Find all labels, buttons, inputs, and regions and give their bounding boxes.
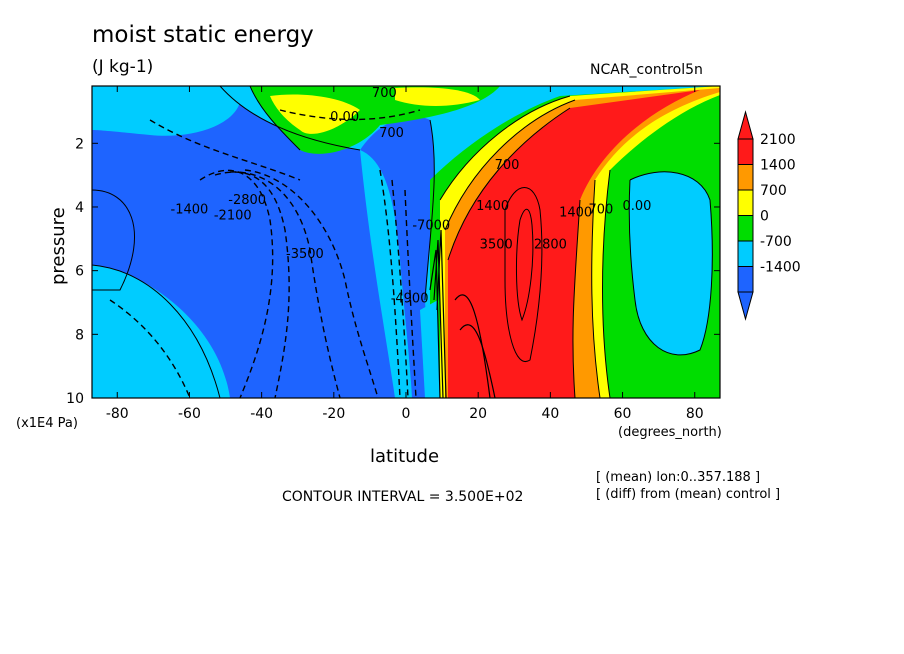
colorbar: 2100 1400 700 0 -700 -1400 (737, 110, 801, 321)
colorbar-label: 0 (760, 209, 769, 225)
contour-label: 2800 (534, 237, 567, 252)
contour-label: -4900 (391, 291, 429, 306)
colorbar-segment (737, 240, 754, 267)
contour-label: 0.00 (330, 110, 359, 125)
chart-title: moist static energy (92, 22, 314, 48)
contour-label: 700 (379, 126, 404, 141)
contour-label: 1400 (476, 199, 509, 214)
colorbar-label: 1400 (760, 158, 796, 174)
y-tick-label: 6 (75, 264, 84, 280)
x-tick-label: -20 (322, 406, 345, 422)
x-tick-label: -60 (178, 406, 201, 422)
x-axis: -80 -60 -40 -20 0 20 40 60 80 (106, 86, 704, 422)
diff-note: [ (diff) from (mean) control ] (596, 487, 781, 502)
contour-label: -2800 (228, 193, 266, 208)
colorbar-segment (737, 215, 754, 242)
colorbar-label: -700 (760, 234, 792, 250)
x-axis-units: (degrees_north) (618, 425, 722, 440)
contour-label: -7000 (412, 218, 450, 233)
x-tick-label: -80 (106, 406, 129, 422)
x-tick-label: 40 (541, 406, 559, 422)
contour-label: 700 (495, 158, 520, 173)
x-tick-label: 20 (469, 406, 487, 422)
y-tick-label: 8 (75, 327, 84, 343)
contour-fill (92, 86, 720, 398)
contour-label: -2100 (214, 209, 252, 224)
colorbar-segment (737, 266, 754, 293)
contour-label: -3500 (286, 247, 324, 262)
contour-label: -1400 (171, 202, 209, 217)
chart-units: (J kg-1) (92, 57, 154, 77)
contour-label: 0.00 (623, 199, 652, 214)
colorbar-segment (737, 164, 754, 191)
x-axis-label: latitude (370, 446, 440, 467)
colorbar-arrow-bottom (737, 291, 754, 321)
x-tick-label: -40 (250, 406, 273, 422)
y-tick-label: 10 (66, 391, 84, 407)
contour-label: 3500 (480, 237, 513, 252)
y-axis-label: pressure (48, 207, 69, 285)
y-tick-label: 4 (75, 200, 84, 216)
contour-label: 1400 (559, 206, 592, 221)
contour-interval: CONTOUR INTERVAL = 3.500E+02 (282, 489, 524, 505)
contour-labels: 700 0.00 700 -1400 -2100-2800 -3500 -7000 -4900… (171, 86, 652, 306)
contour-label: 700 (588, 202, 613, 217)
mean-note: [ (mean) lon:0..357.188 ] (596, 470, 761, 485)
colorbar-arrow-top (737, 110, 754, 140)
colorbar-segment (737, 138, 754, 165)
x-tick-label: 80 (686, 406, 704, 422)
colorbar-label: 700 (760, 183, 787, 199)
colorbar-label: -1400 (760, 260, 801, 276)
x-tick-label: 0 (402, 406, 411, 422)
colorbar-label: 2100 (760, 132, 796, 148)
x-tick-label: 60 (614, 406, 632, 422)
colorbar-segment (737, 189, 754, 216)
run-name: NCAR_control5n (590, 62, 703, 78)
y-axis-units: (x1E4 Pa) (16, 416, 78, 431)
y-axis: 2 4 6 8 10 (66, 136, 720, 407)
contour-label: 700 (372, 86, 397, 101)
y-tick-label: 2 (75, 136, 84, 152)
